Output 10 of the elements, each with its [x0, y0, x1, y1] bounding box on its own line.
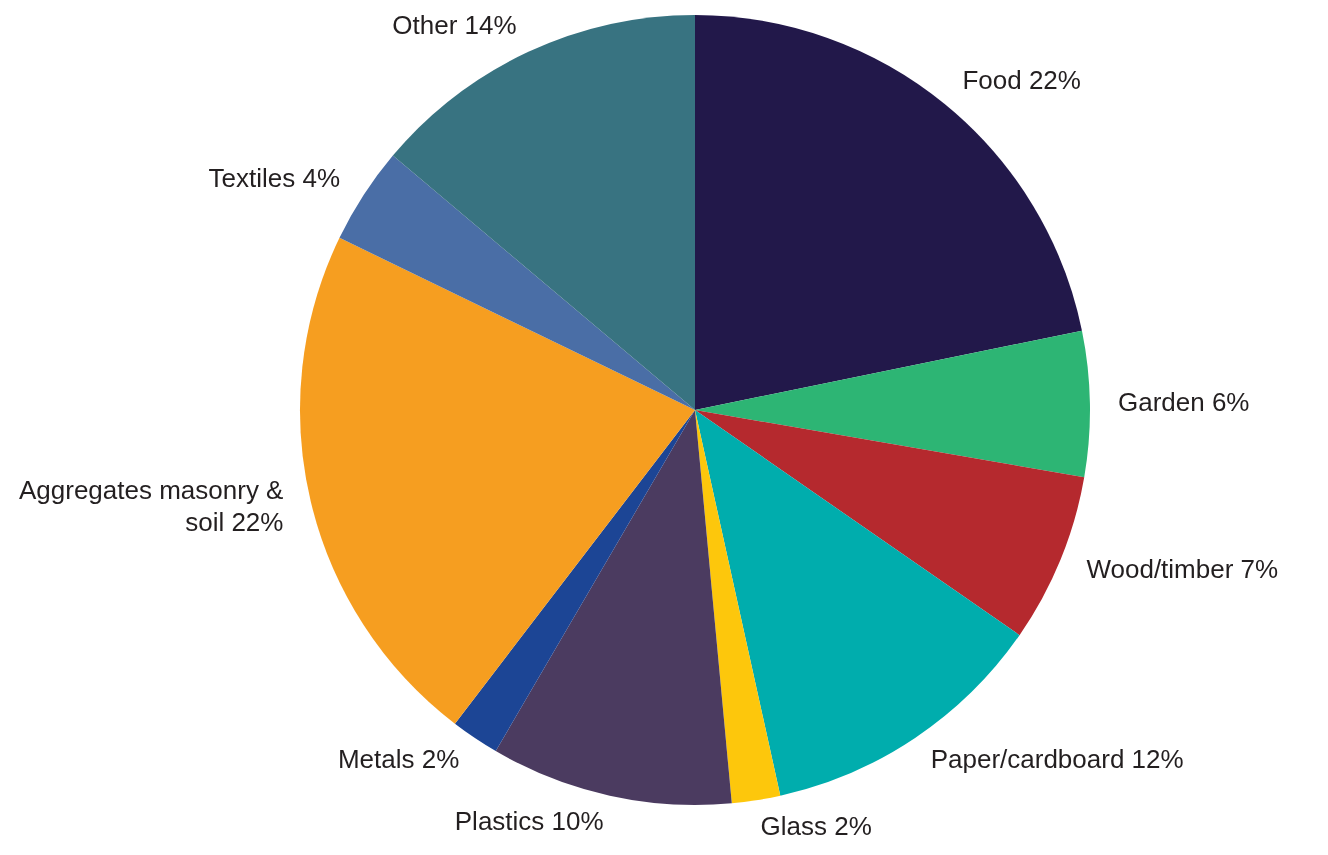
- slice-label: Garden 6%: [1117, 386, 1250, 417]
- slice-label: Other 14%: [392, 9, 517, 40]
- slice-label: Paper/cardboard 12%: [930, 744, 1184, 775]
- slice-label: Wood/timber 7%: [1086, 553, 1279, 584]
- slice-label: Metals 2%: [337, 744, 460, 775]
- slice-label: Plastics 10%: [454, 806, 604, 837]
- slice-label: Aggregates masonry & soil 22%: [18, 474, 284, 537]
- slice-label: Glass 2%: [760, 811, 872, 842]
- slice-label: Textiles 4%: [208, 162, 341, 193]
- slice-label: Food 22%: [962, 65, 1081, 96]
